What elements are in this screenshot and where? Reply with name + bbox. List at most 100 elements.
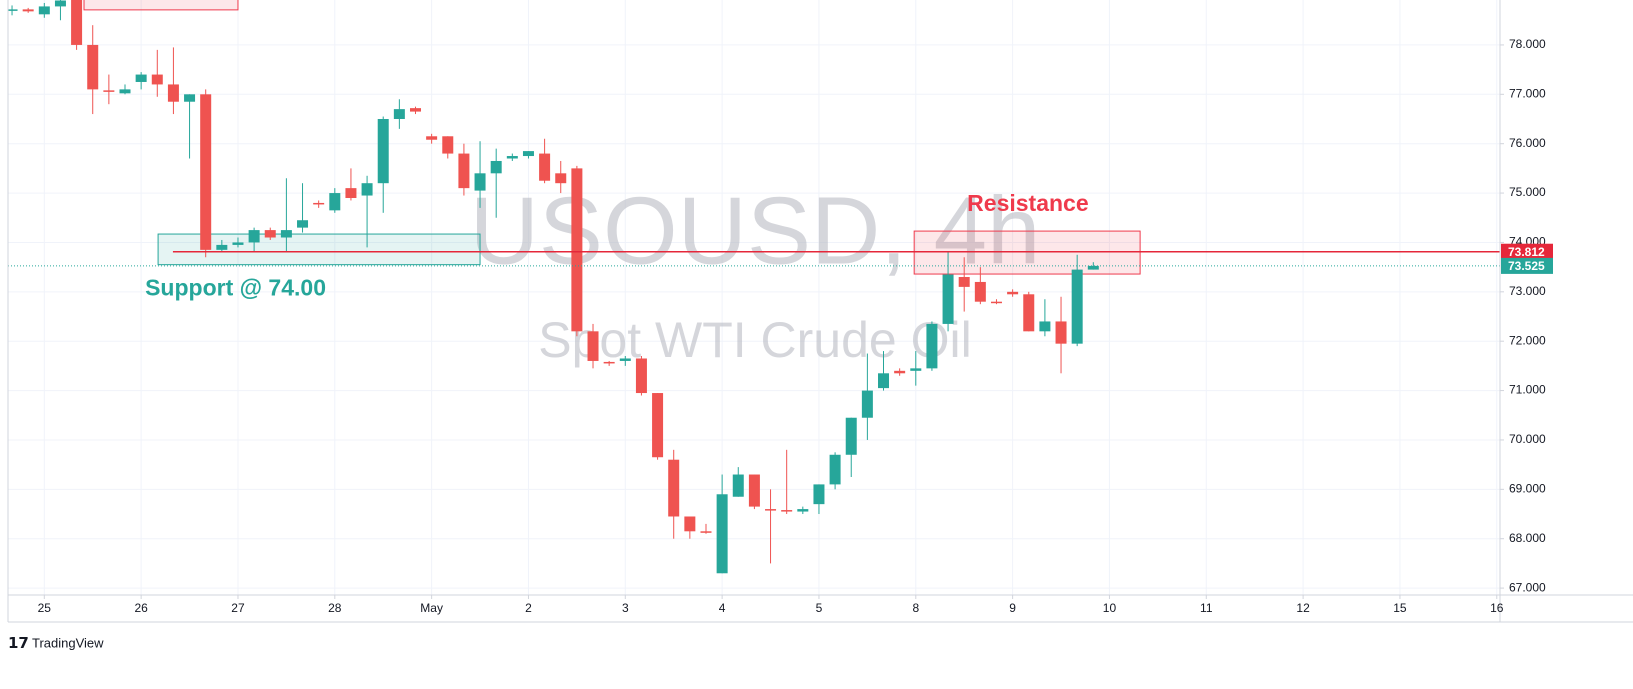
candle-body	[990, 301, 1002, 304]
candle-body	[248, 230, 260, 243]
candle-body	[361, 183, 373, 196]
x-tick-label: 8	[912, 601, 919, 615]
candle-body	[765, 509, 777, 511]
x-tick-label: 16	[1490, 601, 1504, 615]
candle-body	[684, 516, 696, 532]
x-tick-label: 10	[1103, 601, 1117, 615]
candle-body	[71, 0, 83, 45]
candle-body	[942, 274, 954, 324]
candle-body	[716, 494, 728, 574]
candle-body	[619, 358, 631, 361]
candle-body	[506, 156, 518, 159]
candle-body	[280, 230, 292, 238]
candle-body	[103, 90, 115, 92]
x-tick-label: 25	[38, 601, 52, 615]
zone	[157, 233, 481, 266]
candle-body	[232, 242, 244, 245]
candle-body	[522, 151, 534, 157]
candle-body	[829, 454, 841, 485]
y-tick-label: 68.000	[1509, 531, 1546, 545]
candle-body	[377, 119, 389, 184]
candle-body	[958, 277, 970, 287]
candle-body	[974, 281, 986, 302]
y-tick-label: 67.000	[1509, 580, 1546, 594]
candle-body	[845, 417, 857, 455]
candle-body	[474, 173, 486, 191]
zone	[913, 230, 1141, 275]
candle-body	[490, 160, 502, 174]
level-label-bg	[1501, 243, 1553, 260]
candle-body	[1087, 265, 1099, 270]
candle-body	[426, 136, 438, 140]
candle-body	[861, 390, 873, 418]
watermark-subtitle: Spot WTI Crude Oil	[538, 312, 971, 368]
candle-body	[571, 168, 583, 332]
candle-body	[297, 220, 309, 228]
zone	[83, 0, 239, 11]
candle-body	[635, 358, 647, 394]
candle-body	[1055, 321, 1067, 344]
y-tick-label: 72.000	[1509, 333, 1546, 347]
candle-body	[313, 202, 325, 205]
candle-body	[894, 370, 906, 374]
candle-body	[797, 509, 809, 512]
candle-body	[1007, 291, 1019, 295]
candle-body	[119, 89, 131, 94]
zone-label: Resistance	[967, 190, 1088, 216]
x-tick-label: 15	[1393, 601, 1407, 615]
brand: TradingView	[32, 635, 104, 650]
candle-body	[781, 510, 793, 512]
candle-body	[167, 84, 179, 102]
candle-body	[652, 393, 664, 458]
y-tick-label: 73.000	[1509, 284, 1546, 298]
candle-body	[910, 368, 922, 371]
x-tick-label: 4	[719, 601, 726, 615]
y-tick-label: 76.000	[1509, 136, 1546, 150]
x-tick-label: May	[420, 601, 443, 615]
candle-body	[184, 94, 196, 102]
candle-body	[151, 74, 163, 85]
candle-body	[442, 136, 454, 154]
candle-body	[345, 188, 357, 199]
candle-body	[700, 531, 712, 533]
candle-body	[38, 6, 50, 15]
candle-body	[926, 323, 938, 369]
logo: 𝟭𝟳 TradingView	[8, 635, 104, 652]
x-tick-label: 9	[1009, 601, 1016, 615]
candle-body	[22, 9, 34, 12]
candle-body	[732, 474, 744, 497]
candle-body	[555, 173, 567, 184]
candle-body	[1071, 269, 1083, 344]
x-tick-label: 12	[1296, 601, 1310, 615]
last-price-label-bg	[1501, 257, 1553, 274]
candle-body	[8, 9, 18, 11]
candle-body	[54, 0, 66, 7]
candle-body	[748, 474, 760, 507]
candle-body	[329, 193, 341, 211]
candle-body	[87, 44, 99, 90]
candle-body	[813, 484, 825, 505]
candle-body	[264, 230, 276, 238]
candle-body	[409, 108, 421, 112]
y-tick-label: 75.000	[1509, 185, 1546, 199]
last-price-label: 73.525	[1508, 259, 1545, 273]
candle-body	[878, 373, 890, 389]
y-tick-label: 71.000	[1509, 383, 1546, 397]
y-tick-label: 69.000	[1509, 482, 1546, 496]
candle-body	[216, 244, 228, 250]
candle-body	[603, 361, 615, 364]
logo-mark: 𝟭𝟳	[8, 635, 29, 652]
candle-body	[1039, 321, 1051, 332]
candle-body	[1023, 294, 1035, 332]
candle-body	[587, 331, 599, 361]
candle-body	[668, 459, 680, 517]
x-tick-label: 3	[622, 601, 629, 615]
x-tick-label: 26	[134, 601, 148, 615]
candle-body	[458, 153, 470, 189]
x-tick-label: 2	[525, 601, 532, 615]
candle-body	[539, 153, 551, 181]
y-tick-label: 77.000	[1509, 86, 1546, 100]
x-tick-label: 5	[816, 601, 823, 615]
zone-label: Support @ 74.00	[145, 275, 326, 301]
